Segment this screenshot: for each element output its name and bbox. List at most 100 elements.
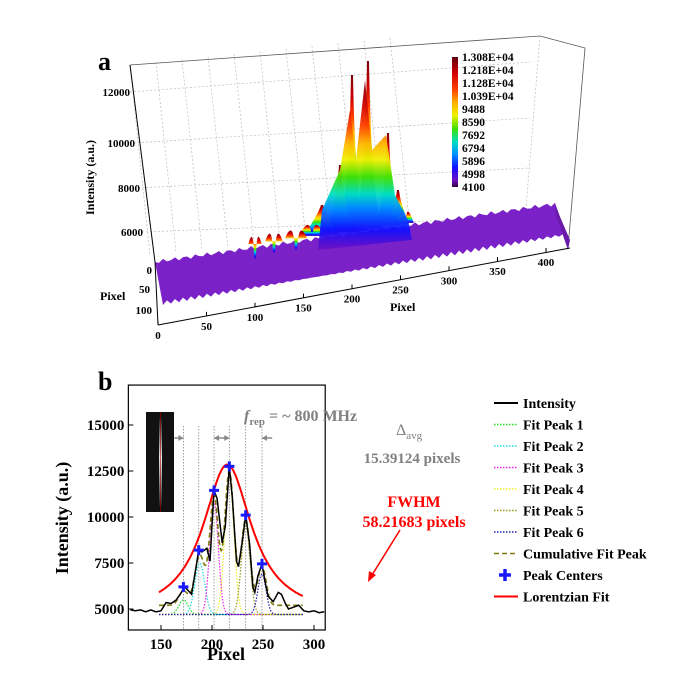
surface-floor — [155, 202, 568, 305]
legend-item: Fit Peak 1 — [494, 419, 584, 434]
colorbar-tick-label: 1.218E+04 — [462, 65, 514, 77]
legend-item: Lorentzian Fit — [494, 591, 610, 606]
fwhm-value: 58.21683 pixels — [362, 514, 465, 531]
x-tick-label: 200 — [344, 294, 361, 306]
legend-label: Fit Peak 1 — [523, 419, 584, 434]
inset-camera-image — [146, 412, 174, 512]
x-tick-label: 200 — [201, 637, 224, 653]
fit-peak-2 — [159, 562, 303, 616]
frep-arrow-left-head — [178, 435, 184, 441]
z-axis-line — [129, 64, 156, 263]
panel-a-surface-plot: a 6000 8000 10000 12000 0 50 100 0 50 100 150 200 25… — [83, 35, 586, 342]
legend-item: Fit Peak 2 — [494, 440, 584, 455]
y-tick-label: 100 — [136, 305, 153, 317]
legend-item: Fit Peak 4 — [494, 483, 584, 498]
grid-line — [524, 35, 541, 221]
grid-line — [155, 62, 177, 253]
fit-peak-1 — [159, 599, 303, 616]
surface-grid — [129, 35, 586, 256]
x-axis-label: Pixel — [207, 644, 245, 664]
legend-item: Peak Centers — [499, 569, 603, 584]
peak-center-marker — [256, 558, 267, 569]
legend-item: Fit Peak 6 — [494, 526, 584, 541]
panel-a-label: a — [98, 47, 111, 76]
x-tick-label: 50 — [201, 321, 213, 333]
surface-peak — [265, 233, 283, 253]
legend-item: Fit Peak 3 — [494, 462, 584, 477]
y-tick-label: 50 — [139, 284, 151, 296]
legend-item: Cumulative Fit Peak — [494, 548, 647, 563]
y-tick-label: 15000 — [87, 418, 125, 434]
delta-avg-value: 15.39124 pixels — [364, 451, 461, 467]
intensity-line — [130, 466, 325, 614]
peak-center-marker — [240, 510, 251, 521]
z-tick-label: 10000 — [108, 138, 136, 150]
surface-peak — [285, 230, 307, 250]
x-tick-label: 0 — [155, 330, 161, 342]
legend-label: Fit Peak 6 — [523, 526, 584, 541]
peak-center-marker — [209, 485, 220, 496]
z-tick-label: 12000 — [103, 87, 131, 99]
plus-marker-icon — [499, 569, 511, 581]
fwhm-title: FWHM — [387, 494, 440, 511]
frep-arrow-a-head — [214, 435, 220, 441]
frep-annotation: frep = ~ 800 MHz — [244, 408, 357, 428]
panel-b-label: b — [98, 367, 112, 396]
x-tick-label: 350 — [489, 266, 506, 278]
panel-b-line-plot: b 150 200 250 300 5000 7500 10000 12500 15000 In… — [52, 367, 647, 664]
delta-avg-symbol: Δavg — [396, 422, 423, 442]
surface-axes: 6000 8000 10000 12000 0 50 100 0 50 100 150 200 250 3… — [103, 64, 571, 342]
colorbar: 1.308E+041.218E+041.128E+041.039E+049488… — [452, 52, 514, 194]
grid-line — [259, 51, 281, 242]
y-tick-label: 5000 — [94, 602, 124, 618]
legend-item: Intensity — [494, 397, 576, 412]
fit-peak-6 — [159, 573, 303, 616]
delta-arrow-right-head — [261, 435, 267, 441]
fwhm-arrow-head — [368, 571, 376, 582]
legend-label: Peak Centers — [523, 569, 603, 584]
legend-label: Fit Peak 5 — [523, 505, 584, 520]
colorbar-tick-label: 1.128E+04 — [462, 78, 514, 90]
box-edge — [129, 35, 586, 249]
fwhm-arrow — [371, 529, 401, 576]
y-axis-label: Intensity (a.u.) — [52, 462, 73, 575]
legend-label: Intensity — [523, 397, 576, 412]
legend-label: Fit Peak 3 — [523, 462, 584, 477]
z-tick-label: 8000 — [118, 183, 141, 195]
surface-floor-edge — [555, 205, 570, 250]
colorbar-tick-label: 5896 — [462, 156, 485, 168]
grid-line — [181, 59, 203, 250]
colorbar-tick-label: 7692 — [462, 130, 485, 142]
x-tick-label: 250 — [252, 637, 275, 653]
z-axis-label: Intensity (a.u.) — [83, 140, 97, 215]
y-axis-line — [154, 261, 159, 326]
plot-area: 150 200 250 300 5000 7500 10000 12500 15000 — [87, 384, 401, 653]
x-tick-label: 100 — [247, 312, 264, 324]
frep-arrow-b-head — [224, 435, 230, 441]
y-axis-label: Pixel — [100, 289, 126, 303]
legend-label: Fit Peak 2 — [523, 440, 584, 455]
x-axis-label: Pixel — [390, 300, 416, 314]
grid-line — [285, 48, 307, 239]
x-axis-line — [157, 247, 571, 326]
y-tick-label: 0 — [147, 265, 153, 277]
y-tick-label: 10000 — [87, 510, 125, 526]
colorbar-tick-label: 6794 — [462, 143, 485, 155]
plot-frame — [127, 384, 326, 631]
colorbar-gradient — [452, 57, 458, 187]
y-tick-label: 7500 — [94, 556, 124, 572]
grid-line — [129, 61, 531, 93]
legend-label: Fit Peak 4 — [523, 483, 584, 498]
grid-line — [141, 216, 531, 233]
x-tick-label: 400 — [538, 257, 555, 269]
colorbar-tick-label: 4100 — [462, 182, 485, 194]
fit-peak-5 — [159, 525, 303, 616]
legend-label: Cumulative Fit Peak — [523, 548, 647, 563]
x-tick-label: 300 — [441, 275, 458, 287]
peak-center-marker — [178, 581, 189, 592]
surface-peak — [248, 236, 262, 259]
x-tick-label: 150 — [150, 637, 173, 653]
colorbar-tick-label: 1.308E+04 — [462, 52, 514, 64]
colorbar-tick-label: 1.039E+04 — [462, 91, 514, 103]
